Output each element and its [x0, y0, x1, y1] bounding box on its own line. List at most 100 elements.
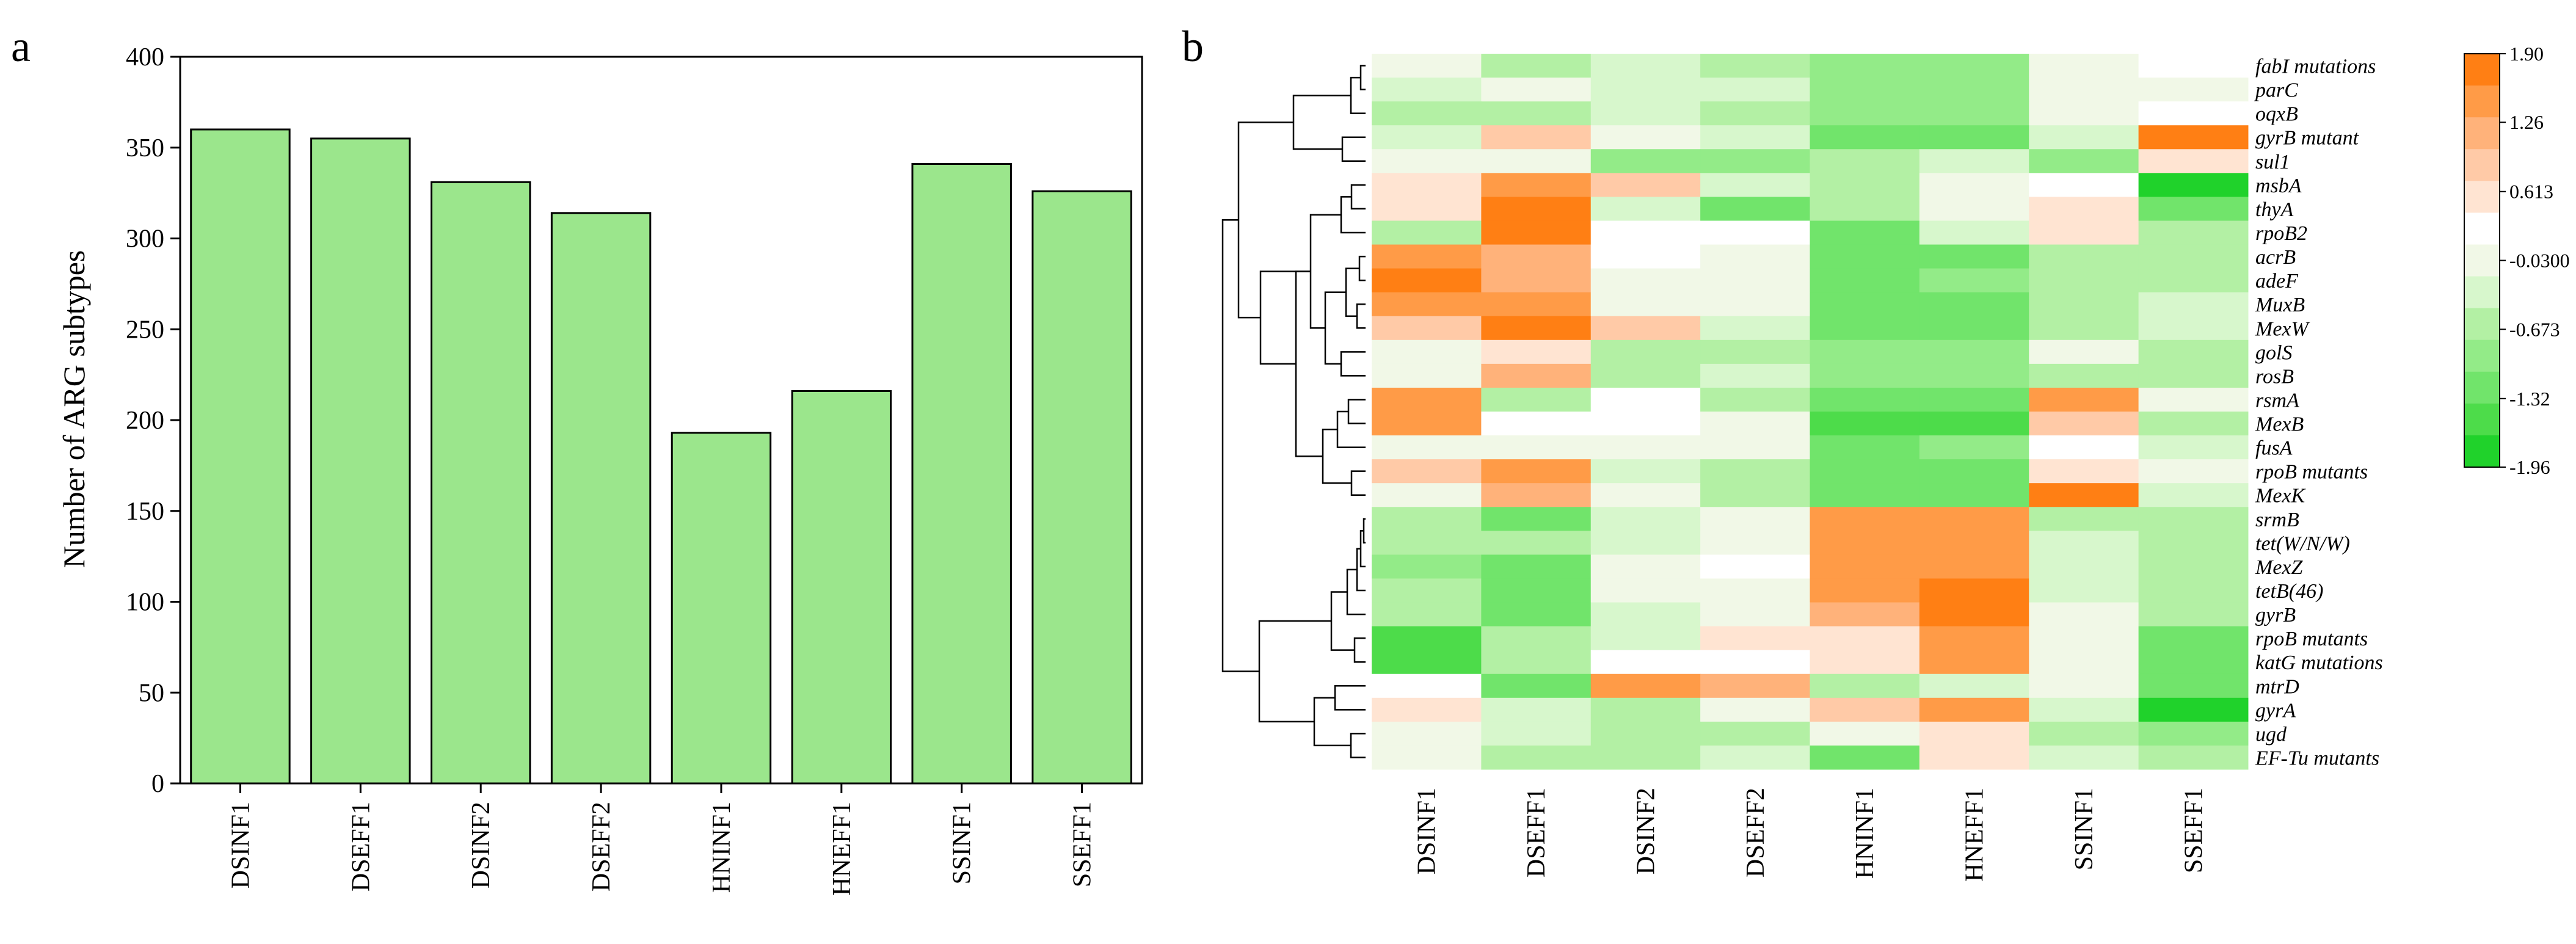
heatmap-cell: [2029, 412, 2139, 436]
heatmap-cell: [1372, 78, 1482, 102]
heatmap-row-label: parC: [2254, 79, 2298, 102]
heatmap-cell: [1481, 674, 1592, 699]
heatmap-cell: [1810, 650, 1920, 675]
heatmap-cell: [2138, 316, 2249, 341]
y-tick-label: 100: [126, 589, 164, 617]
heatmap-cell: [1481, 101, 1592, 126]
heatmap-column-label: HNEFF1: [1961, 788, 1989, 882]
heatmap-cell: [2138, 125, 2249, 150]
heatmap-cell: [1919, 173, 2029, 197]
legend-swatch: [2464, 276, 2500, 309]
heatmap-cell: [1481, 745, 1592, 770]
heatmap-row-label: MexZ: [2255, 556, 2304, 579]
heatmap-cell: [2138, 54, 2249, 78]
x-category-label: DSINF1: [227, 802, 255, 888]
legend-swatch: [2464, 308, 2500, 341]
heatmap-cell: [1372, 721, 1482, 746]
heatmap-column-label: DSEFF1: [1523, 788, 1551, 877]
heatmap-cell: [1700, 602, 1810, 627]
heatmap-cell: [1919, 149, 2029, 173]
heatmap-cell: [1481, 721, 1592, 746]
heatmap-cell: [2138, 721, 2249, 746]
color-scale-legend: 1.90 1.26 0.613 -0.0300 -0.673 -1.32 -1.96: [2464, 43, 2570, 478]
heatmap-cell: [2138, 220, 2249, 245]
dendrogram-branch: [1295, 270, 1323, 457]
heatmap-cell: [1700, 316, 1810, 341]
heatmap-cell: [1810, 459, 1920, 484]
heatmap-cell: [2138, 339, 2249, 365]
heatmap-row-label: fabI mutations: [2255, 56, 2376, 78]
x-category-label: SSEFF1: [1069, 802, 1097, 887]
heatmap-cell: [1810, 197, 1920, 221]
heatmap-cell: [1372, 101, 1482, 126]
heatmap-cell: [1590, 125, 1701, 150]
heatmap-cell: [2029, 173, 2139, 197]
legend-tick-label: -0.673: [2509, 318, 2560, 340]
y-tick-label: 300: [126, 225, 164, 253]
heatmap-cell: [1700, 626, 1810, 651]
heatmap-cell: [1481, 483, 1592, 507]
heatmap-cell: [1810, 54, 1920, 78]
dendrogram-branch: [1259, 270, 1311, 365]
heatmap-row-label: MexK: [2255, 485, 2307, 507]
heatmap-cell: [1919, 316, 2029, 341]
heatmap-row-label: golS: [2255, 341, 2292, 364]
heatmap-cell: [1810, 78, 1920, 102]
heatmap-cell: [1810, 531, 1920, 555]
heatmap-row-label: fusA: [2255, 437, 2293, 460]
heatmap-row-label: MexW: [2255, 318, 2310, 340]
heatmap-cell: [1590, 78, 1701, 102]
legend-swatch: [2464, 149, 2500, 181]
x-category-label: DSEFF1: [347, 802, 375, 891]
heatmap-cell: [1481, 626, 1592, 651]
heatmap-cell: [2138, 363, 2249, 388]
heatmap-cell: [2138, 435, 2249, 460]
heatmap-cell: [1919, 531, 2029, 555]
dendrogram-branch: [1363, 518, 1366, 544]
dendrogram-branch: [1221, 219, 1259, 672]
heatmap-cell: [1700, 292, 1810, 317]
heatmap-row-label: srmB: [2255, 509, 2299, 531]
heatmap-row-label: MexB: [2255, 413, 2304, 436]
heatmap-cell: [1810, 268, 1920, 293]
heatmap-cell: [1919, 220, 2029, 245]
dendrogram-branch: [1313, 697, 1351, 747]
heatmap-cell: [2029, 339, 2139, 365]
heatmap-cell: [1919, 363, 2029, 388]
heatmap-cell: [1481, 554, 1592, 579]
heatmap-cell: [1481, 292, 1592, 317]
heatmap-cell: [2029, 101, 2139, 126]
heatmap-cell: [2138, 674, 2249, 699]
heatmap-cell: [1481, 459, 1592, 484]
heatmap-cell: [1810, 483, 1920, 507]
heatmap-cell: [1700, 387, 1810, 412]
heatmap-cell: [1590, 149, 1701, 173]
bar-y-axis-title: Number of ARG subtypes: [57, 250, 91, 568]
heatmap-cell: [1810, 697, 1920, 722]
dendrogram-branch: [1347, 399, 1366, 424]
heatmap-cell: [1810, 626, 1920, 651]
x-category-label: SSINF1: [948, 802, 977, 884]
heatmap-cell: [1372, 507, 1482, 531]
dendrogram-branch: [1359, 65, 1366, 90]
legend-swatch: [2464, 181, 2500, 213]
heatmap-cell: [1810, 745, 1920, 770]
heatmap-cell: [1700, 244, 1810, 269]
heatmap-cell: [1481, 387, 1592, 412]
heatmap-cell: [1919, 697, 2029, 722]
heatmap-cell: [2029, 54, 2139, 78]
heatmap-cell: [1700, 125, 1810, 150]
heatmap-cell: [1372, 54, 1482, 78]
legend-tick-label: -1.96: [2509, 456, 2550, 478]
heatmap-cell: [1810, 387, 1920, 412]
heatmap-cell: [1481, 578, 1592, 603]
heatmap-cell: [1919, 268, 2029, 293]
heatmap-cell: [1590, 268, 1701, 293]
legend-tick-label: 1.26: [2509, 111, 2544, 133]
heatmap-cell: [2029, 578, 2139, 603]
heatmap-cell: [1481, 125, 1592, 150]
heatmap-cell: [1372, 149, 1482, 173]
heatmap-cell: [1481, 220, 1592, 245]
heatmap-cell: [1919, 244, 2029, 269]
heatmap-cell: [2138, 173, 2249, 197]
